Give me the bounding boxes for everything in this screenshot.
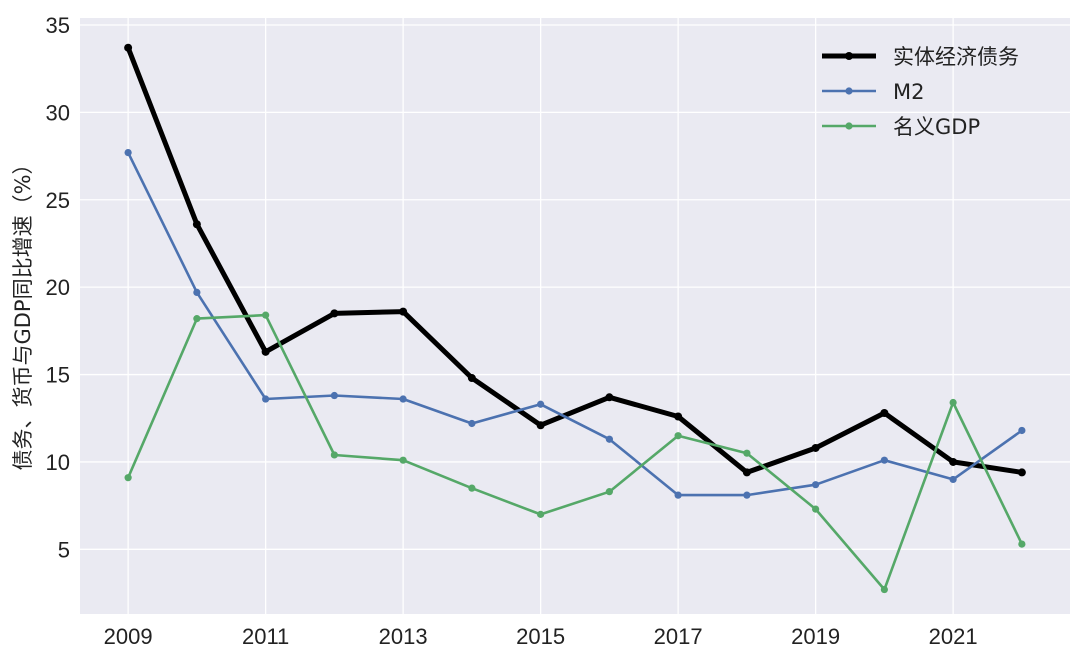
data-point	[124, 474, 132, 482]
data-point	[880, 409, 889, 418]
data-point	[880, 456, 888, 464]
series-line	[126, 152, 1023, 497]
data-point	[605, 393, 614, 402]
data-point	[1018, 426, 1026, 435]
legend: 实体经济债务 M2 名义GDP	[822, 45, 1019, 139]
data-point	[743, 491, 751, 499]
data-point	[467, 374, 476, 383]
data-point	[742, 468, 751, 477]
x-tick-label: 2011	[242, 624, 289, 649]
data-point	[949, 398, 957, 407]
data-point	[262, 311, 270, 319]
data-point	[399, 456, 407, 464]
y-axis-label: 债务、货币与GDP同比增速（%）	[11, 153, 35, 470]
data-point	[674, 412, 683, 421]
x-tick-label: 2015	[516, 624, 565, 649]
data-point	[537, 510, 545, 518]
data-point	[124, 148, 132, 157]
series-line	[126, 313, 1024, 591]
legend-label: 实体经济债务	[893, 45, 1019, 69]
data-point	[399, 395, 407, 403]
y-tick-label: 20	[46, 275, 70, 300]
data-point	[468, 419, 476, 428]
series-0	[124, 43, 1026, 477]
x-tick-label: 2019	[791, 624, 840, 649]
legend-label: M2	[893, 80, 924, 104]
data-point	[812, 505, 820, 513]
series-lines	[124, 43, 1026, 594]
data-point	[124, 43, 133, 52]
data-point	[811, 443, 820, 452]
series-2	[124, 311, 1026, 594]
data-point	[949, 475, 957, 484]
tick-labels: 5 10 15 20 25 30 35 2009 2011 2013 2015 2017 2019 202…	[46, 13, 978, 649]
series-line	[125, 46, 1023, 475]
data-point	[812, 481, 820, 489]
data-point	[193, 288, 201, 297]
data-point	[537, 400, 545, 408]
data-point	[605, 435, 613, 443]
data-point	[674, 491, 682, 499]
data-point	[330, 309, 339, 318]
data-point	[1017, 468, 1026, 477]
y-tick-label: 35	[46, 13, 70, 38]
x-tick-label: 2013	[379, 624, 428, 649]
data-point	[193, 315, 201, 323]
data-point	[949, 457, 958, 466]
data-point	[262, 395, 270, 403]
series-1	[124, 148, 1026, 499]
data-point	[330, 391, 338, 400]
y-tick-label: 15	[46, 363, 70, 388]
data-point	[536, 421, 545, 430]
y-tick-label: 5	[58, 537, 70, 562]
data-point	[1018, 540, 1026, 548]
data-point	[399, 307, 408, 316]
y-tick-label: 25	[46, 188, 70, 213]
data-point	[330, 451, 338, 459]
data-point	[743, 449, 751, 457]
legend-label: 名义GDP	[893, 115, 980, 139]
data-point	[605, 488, 613, 496]
data-point	[880, 585, 888, 594]
data-point	[192, 220, 201, 229]
x-tick-label: 2021	[929, 624, 978, 649]
legend-marker	[845, 122, 853, 130]
legend-marker	[845, 87, 853, 95]
data-point	[468, 484, 476, 492]
legend-marker	[845, 52, 853, 60]
x-tick-label: 2009	[104, 624, 153, 649]
y-tick-label: 30	[46, 100, 70, 125]
data-point	[261, 347, 270, 356]
y-tick-label: 10	[46, 450, 70, 475]
x-tick-label: 2017	[654, 624, 703, 649]
data-point	[674, 432, 682, 440]
